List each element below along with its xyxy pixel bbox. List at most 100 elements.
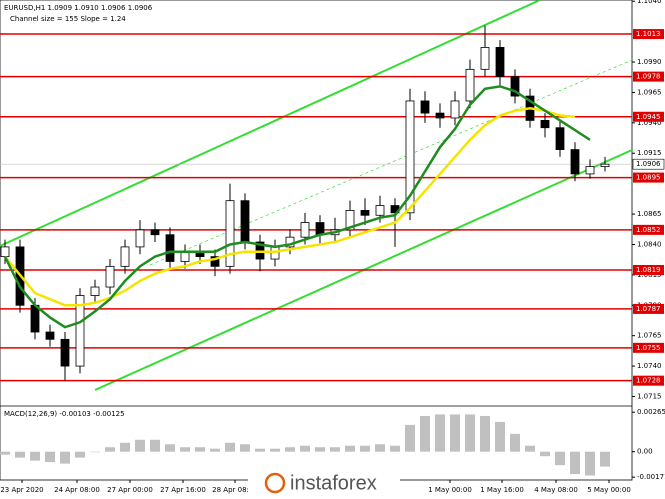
candle-body [375,205,385,216]
macd-bar [300,445,310,452]
level-box [633,303,664,314]
logo-box [248,466,400,499]
macd-bar [30,451,40,461]
macd-bar [105,447,115,452]
candle-body [225,200,235,267]
candle-body [360,210,370,216]
candle-body [540,120,550,129]
macd-bar [180,447,190,452]
candle-body [315,222,325,236]
macd-label: MACD(12,26,9) -0.00103 -0.00125 [4,410,125,418]
current-price-label: 1.0906 [636,160,661,168]
macd-bar [600,451,610,467]
y-tick-label: 1.0965 [637,88,662,96]
macd-bar [135,439,145,452]
candle-body [90,286,100,296]
macd-bar [525,445,535,452]
level-label: 1.1013 [636,30,661,38]
level-label: 1.0819 [636,266,661,274]
candle-body [135,229,145,248]
macd-bar [225,442,235,452]
candle-body [420,100,430,114]
level-label: 1.0755 [636,344,661,352]
macd-bar [15,451,25,458]
y-tick-label: 1.1040 [637,0,662,5]
macd-bar [510,433,520,452]
level-box [633,375,664,386]
macd-bar [195,447,205,452]
candle-body [45,331,55,340]
y-tick-label: 1.0915 [637,149,662,157]
y-tick-label: 1.0990 [637,58,662,66]
candle-body [435,112,445,119]
candle-body [180,251,190,262]
candle-body [75,295,85,367]
macd-bar [405,424,415,452]
level-label: 1.0978 [636,73,661,81]
macd-y-tick-label: 0.00265 [637,408,665,416]
x-tick-label: 1 May 16:00 [480,486,524,494]
candle-body [555,127,565,150]
y-tick-label: 1.0740 [637,362,662,370]
y-tick-label: 1.0940 [637,119,662,127]
moving-average [3,85,591,329]
logo-text: instaforex [290,472,377,494]
candle-body [300,222,310,238]
candle-body [600,163,610,168]
macd-bar [75,451,85,458]
macd-bar [435,414,445,452]
x-tick-label: 28 Apr 08:00 [212,486,258,494]
macd-bar [345,445,355,452]
candle-body [240,200,250,243]
candle-body [480,47,490,70]
chart-subtitle: Channel size = 155 Slope = 1.24 [10,15,126,23]
candle-body [405,100,415,214]
candle-body [150,229,160,236]
macd-y-tick-label: 0.00 [637,448,653,456]
logo-icon [264,472,286,494]
candle-body [510,76,520,97]
macd-bar [240,444,250,452]
level-label: 1.0895 [636,174,661,182]
macd-bar [90,451,100,453]
macd-bar [585,451,595,476]
macd-bar [60,451,70,464]
candle-body [345,210,355,231]
macd-bar [420,415,430,452]
macd-bar [150,439,160,452]
macd-bar [120,442,130,452]
macd-bar [555,451,565,466]
chart-title: EURUSD,H1 1.0909 1.0910 1.0906 1.0906 [4,4,153,12]
candle-body [495,47,505,78]
macd-bar [210,448,220,452]
candle-body [465,68,475,102]
level-label: 1.0787 [636,305,661,313]
macd-bar [480,415,490,452]
level-label: 1.0728 [636,377,661,385]
macd-bar [330,447,340,452]
y-tick-label: 1.0865 [637,210,662,218]
candle-body [105,265,115,288]
macd-bar [285,447,295,452]
macd-bar [0,451,10,455]
channel-upper [0,0,541,247]
level-box [633,342,664,353]
macd-bar [360,445,370,452]
macd-bar [165,444,175,452]
moving-average [4,106,576,307]
x-tick-label: 23 Apr 2020 [0,486,43,494]
level-box [633,111,664,122]
x-tick-label: 4 May 08:00 [534,486,578,494]
macd-bar [570,451,580,475]
macd-bar [540,451,550,457]
level-label: 1.0852 [636,226,661,234]
current-price-box [632,158,665,170]
macd-bar [450,414,460,452]
x-tick-label: 27 Apr 16:00 [160,486,206,494]
candle-body [570,149,580,175]
macd-bar [255,448,265,452]
x-tick-label: 1 May 00:00 [428,486,472,494]
